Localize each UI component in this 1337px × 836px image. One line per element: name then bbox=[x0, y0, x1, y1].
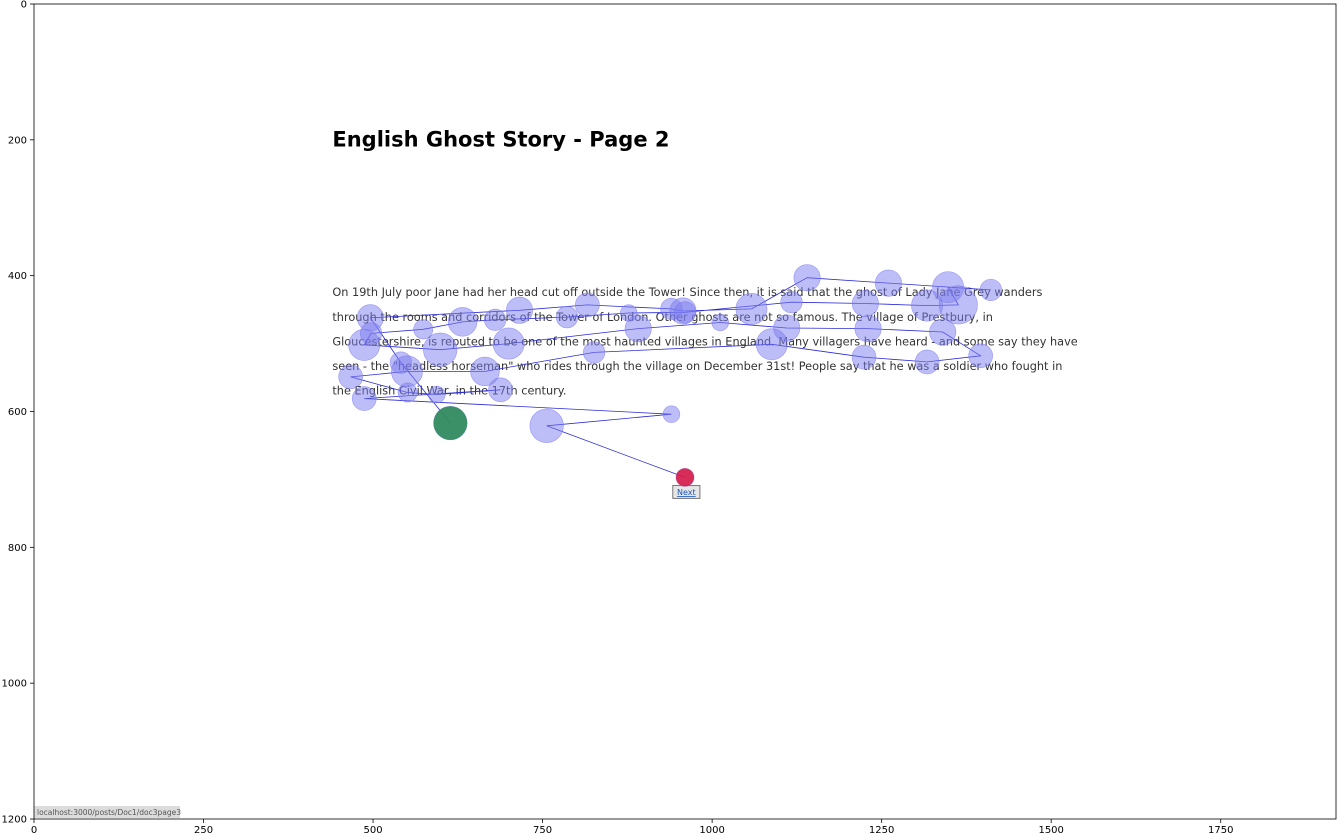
fixation-point bbox=[351, 386, 377, 411]
fixation-point bbox=[338, 364, 363, 390]
fixation-point bbox=[488, 377, 513, 403]
fixation-point bbox=[938, 285, 978, 325]
story-line: seen - the "headless horseman" who rides… bbox=[332, 360, 1062, 373]
x-tick-label: 1750 bbox=[1208, 825, 1233, 836]
fixation-point bbox=[397, 382, 418, 403]
y-tick-label: 400 bbox=[8, 271, 27, 282]
fixation-point bbox=[428, 385, 446, 404]
status-bar-box bbox=[34, 806, 180, 818]
fixation-point bbox=[447, 307, 478, 337]
start-fixation-point bbox=[433, 406, 468, 440]
fixation-point bbox=[492, 327, 525, 360]
fixation-point bbox=[624, 315, 652, 343]
x-tick-label: 0 bbox=[31, 825, 37, 836]
fixation-point bbox=[780, 291, 803, 314]
fixation-point bbox=[506, 296, 534, 324]
fixation-point bbox=[979, 278, 1002, 302]
y-tick-label: 200 bbox=[8, 135, 27, 146]
fixation-point bbox=[851, 344, 877, 370]
end-fixation-point bbox=[676, 468, 694, 487]
fixation-point bbox=[413, 319, 434, 340]
fixation-point bbox=[662, 405, 681, 423]
fixation-point bbox=[529, 408, 564, 443]
y-tick-label: 800 bbox=[8, 543, 27, 554]
fixation-point bbox=[673, 301, 697, 324]
fixation-point bbox=[968, 343, 993, 369]
x-tick-label: 1250 bbox=[869, 825, 894, 836]
y-tick-label: 600 bbox=[8, 407, 27, 418]
x-tick-label: 1000 bbox=[699, 825, 724, 836]
fixation-point bbox=[423, 332, 458, 367]
x-tick-label: 750 bbox=[533, 825, 552, 836]
y-tick-label: 0 bbox=[21, 0, 27, 11]
x-tick-label: 1500 bbox=[1038, 825, 1063, 836]
status-url: localhost:3000/posts/Doc1/doc3page3 bbox=[37, 808, 181, 817]
x-axis-ticks: 0 250 500 750 1000 1250 1500 1750 bbox=[31, 819, 1233, 836]
fixation-point bbox=[735, 293, 768, 325]
fixation-point bbox=[755, 328, 788, 361]
x-tick-label: 250 bbox=[194, 825, 213, 836]
fixation-point bbox=[711, 313, 729, 332]
fixation-point bbox=[851, 290, 879, 318]
fixation-point bbox=[929, 318, 957, 346]
axes-frame bbox=[33, 3, 1337, 820]
fixation-point bbox=[470, 356, 500, 387]
fixation-points bbox=[338, 264, 1002, 487]
y-axis-ticks: 0 200 400 600 800 1000 1200 bbox=[2, 0, 34, 826]
fixation-point bbox=[391, 355, 423, 388]
x-tick-label: 500 bbox=[364, 825, 383, 836]
next-button-label[interactable]: Next bbox=[677, 488, 696, 497]
fixation-point bbox=[583, 341, 606, 364]
fixation-point bbox=[348, 329, 381, 361]
fixation-point bbox=[914, 349, 940, 375]
page-title: English Ghost Story - Page 2 bbox=[332, 128, 669, 152]
fixation-point bbox=[575, 292, 600, 318]
fixation-point bbox=[874, 269, 902, 297]
fixation-point bbox=[854, 315, 882, 343]
axes bbox=[33, 3, 1337, 820]
stimulus-page: English Ghost Story - Page 2 On 19th Jul… bbox=[34, 128, 1078, 818]
start-end-markers bbox=[433, 406, 694, 487]
y-tick-label: 1000 bbox=[2, 679, 27, 690]
fixation-point bbox=[555, 305, 579, 329]
fixation-point bbox=[793, 264, 821, 292]
fixation-point bbox=[484, 308, 507, 331]
y-tick-label: 1200 bbox=[2, 815, 27, 826]
next-button[interactable]: Next bbox=[672, 485, 701, 499]
fixation-point bbox=[911, 289, 943, 322]
status-bar: localhost:3000/posts/Doc1/doc3page3 bbox=[34, 806, 181, 818]
